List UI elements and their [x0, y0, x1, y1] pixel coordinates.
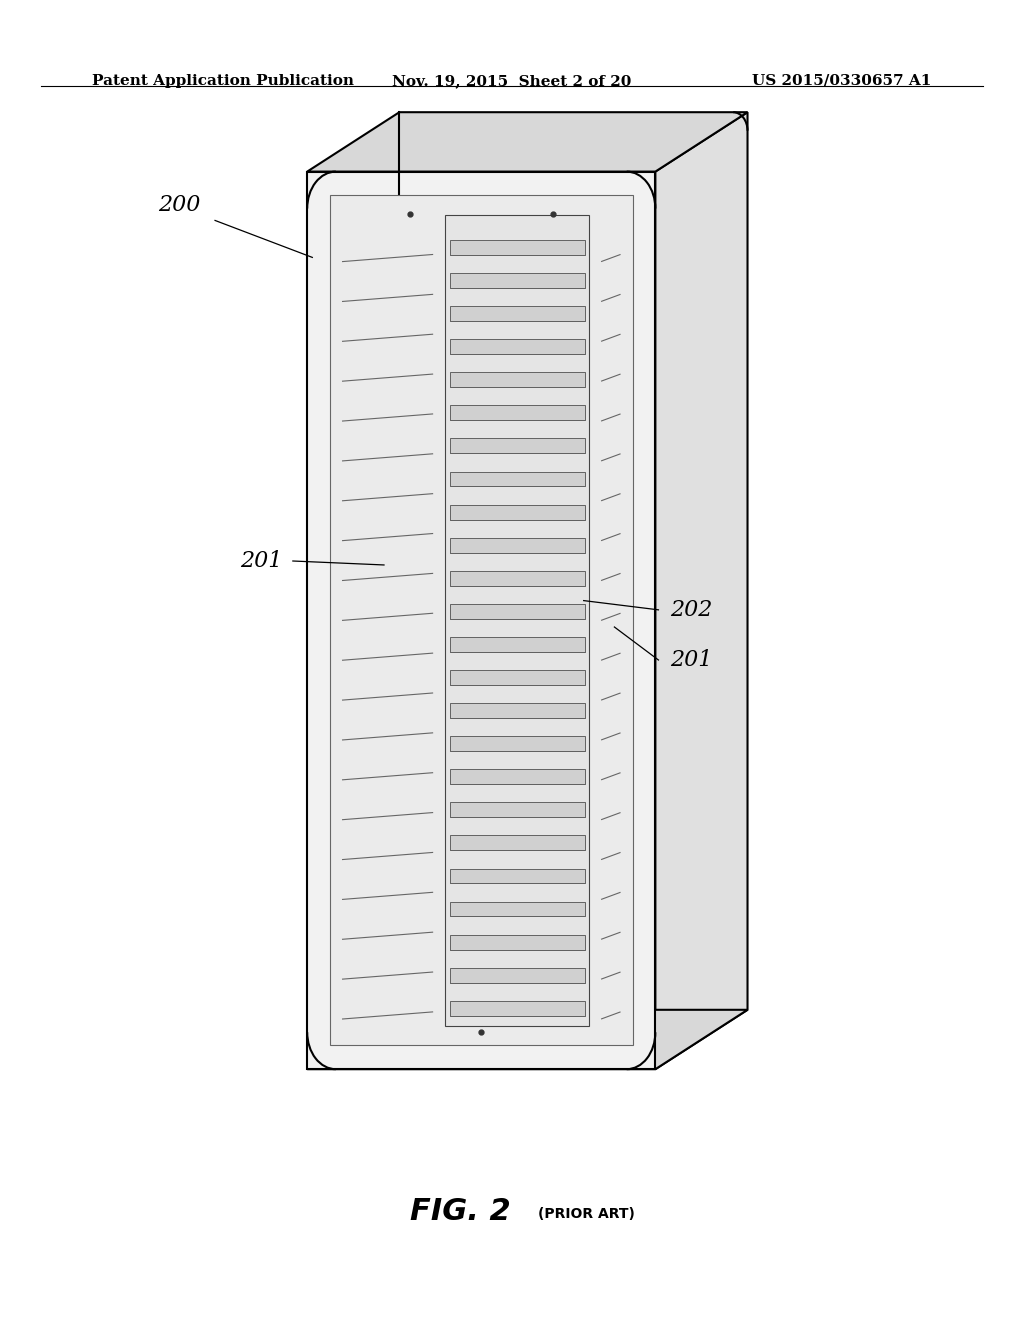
Text: Patent Application Publication: Patent Application Publication: [92, 74, 354, 88]
Polygon shape: [450, 737, 585, 751]
Polygon shape: [307, 112, 748, 172]
Polygon shape: [450, 405, 585, 420]
Polygon shape: [450, 968, 585, 982]
Polygon shape: [450, 869, 585, 883]
Text: 202: 202: [670, 599, 713, 620]
Text: 200: 200: [158, 194, 201, 215]
Polygon shape: [307, 172, 655, 1069]
Polygon shape: [450, 638, 585, 652]
Polygon shape: [450, 339, 585, 354]
Polygon shape: [307, 1010, 748, 1069]
Text: Nov. 19, 2015  Sheet 2 of 20: Nov. 19, 2015 Sheet 2 of 20: [392, 74, 632, 88]
Polygon shape: [450, 372, 585, 387]
Polygon shape: [450, 704, 585, 718]
Polygon shape: [450, 504, 585, 520]
Text: 201: 201: [670, 649, 713, 671]
Text: (PRIOR ART): (PRIOR ART): [538, 1208, 635, 1221]
Polygon shape: [450, 273, 585, 288]
Polygon shape: [450, 306, 585, 321]
Polygon shape: [450, 240, 585, 255]
Text: 201: 201: [240, 550, 283, 572]
Polygon shape: [445, 215, 589, 1026]
Polygon shape: [450, 935, 585, 949]
Polygon shape: [450, 471, 585, 487]
Text: FIG. 2: FIG. 2: [410, 1197, 510, 1226]
Polygon shape: [450, 671, 585, 685]
Polygon shape: [450, 603, 585, 619]
Polygon shape: [450, 537, 585, 553]
Polygon shape: [450, 1001, 585, 1015]
Polygon shape: [655, 112, 748, 1069]
Polygon shape: [450, 836, 585, 850]
Polygon shape: [450, 570, 585, 586]
Polygon shape: [450, 902, 585, 916]
Polygon shape: [450, 438, 585, 453]
Polygon shape: [450, 770, 585, 784]
Polygon shape: [450, 803, 585, 817]
Polygon shape: [330, 195, 633, 1045]
Text: US 2015/0330657 A1: US 2015/0330657 A1: [753, 74, 932, 88]
